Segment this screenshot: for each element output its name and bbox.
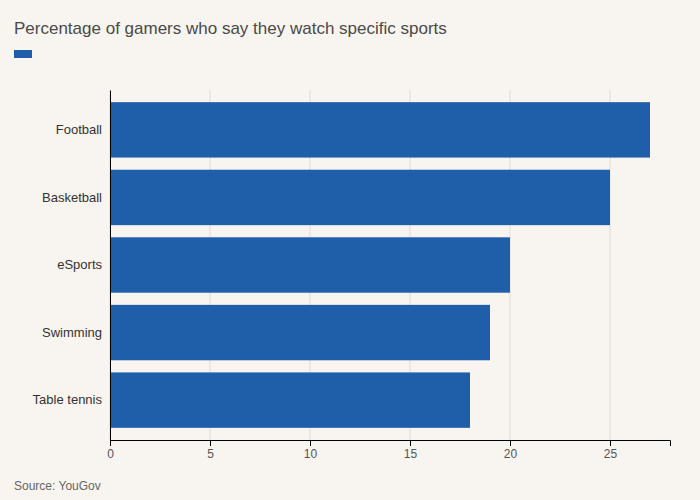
tick-label: 15: [404, 447, 418, 461]
title: Percentage of gamers who say they watch …: [14, 19, 447, 38]
bar: [110, 237, 510, 292]
tick: 0: [107, 440, 114, 461]
tick: Table tennis: [33, 392, 103, 407]
bar: [110, 102, 650, 157]
tick: 15: [404, 440, 418, 461]
tick-mark: [210, 440, 211, 446]
tick-label: 10: [304, 447, 318, 461]
plot: 0 5 10 15 20 25 Table tennis Swimming eSports Bas…: [33, 90, 671, 461]
grid-line: [110, 90, 111, 440]
annotation: Source: YouGov: [14, 479, 101, 493]
tick-label: 20: [504, 447, 518, 461]
accent: [14, 50, 32, 58]
bar: [110, 170, 610, 225]
tick: eSports: [57, 257, 102, 272]
chart: Percentage of gamers who say they watch …: [0, 0, 700, 500]
axis-line: [110, 91, 111, 441]
tick-label: Basketball: [42, 190, 102, 205]
tick: 10: [304, 440, 318, 461]
y-axis: Table tennis Swimming eSports Basketball Foo…: [33, 91, 111, 441]
tick: Swimming: [42, 325, 102, 340]
tick: 5: [207, 440, 214, 461]
bar: [110, 372, 470, 427]
tick-mark: [410, 440, 411, 446]
bars: [110, 102, 650, 428]
tick-mark: [110, 440, 111, 446]
tick: 20: [504, 440, 518, 461]
tick-label: Table tennis: [33, 392, 103, 407]
background: [0, 0, 700, 500]
tick-label: 5: [207, 447, 214, 461]
tick: Football: [56, 122, 102, 137]
bar: [110, 305, 490, 360]
tick-label: Swimming: [42, 325, 102, 340]
tick-label: eSports: [57, 257, 102, 272]
tick-label: 0: [107, 447, 114, 461]
x-axis: 0 5 10 15 20 25: [107, 440, 670, 461]
tick: Basketball: [42, 190, 102, 205]
tick-mark: [610, 440, 611, 446]
tick-label: 25: [604, 447, 618, 461]
tick-mark: [510, 440, 511, 446]
axis-line: [111, 441, 671, 447]
tick-label: Football: [56, 122, 102, 137]
tick: 25: [604, 440, 618, 461]
tick-mark: [310, 440, 311, 446]
